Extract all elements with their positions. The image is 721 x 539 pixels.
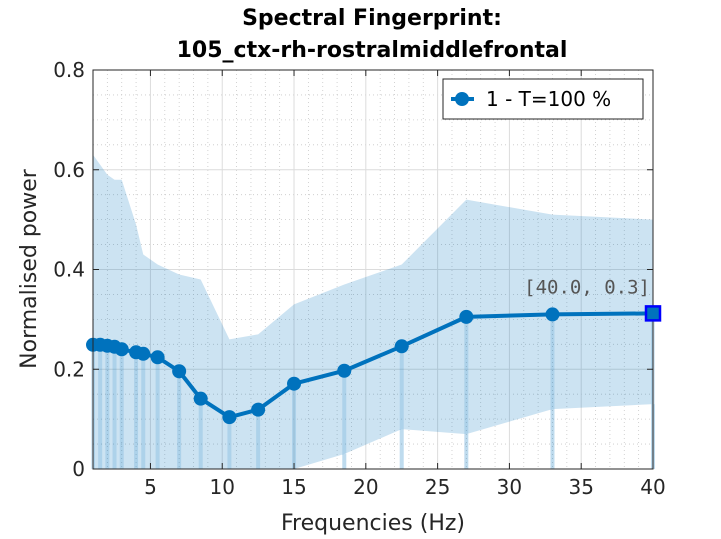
axis-ticks xyxy=(93,69,654,470)
chart-title: Spectral Fingerprint: 105_ctx-rh-rostral… xyxy=(177,6,568,63)
data-point[interactable] xyxy=(222,410,237,425)
data-point[interactable] xyxy=(193,391,208,406)
data-point[interactable] xyxy=(287,376,302,391)
datatip-label: [40.0, 0.3] xyxy=(524,276,650,298)
confidence-band-area xyxy=(93,154,653,469)
data-point[interactable] xyxy=(136,346,151,361)
legend[interactable]: 1 - T=100 % xyxy=(442,78,644,120)
x-tick-label: 15 xyxy=(281,475,306,499)
datatip-marker[interactable] xyxy=(644,305,662,322)
legend-box xyxy=(442,78,644,120)
y-tick-labels: 0 0.2 0.4 0.6 0.8 xyxy=(53,58,85,481)
chart-title-line-1: Spectral Fingerprint: xyxy=(242,6,502,31)
data-point[interactable] xyxy=(337,363,352,378)
data-point[interactable] xyxy=(394,339,409,354)
data-point[interactable] xyxy=(459,309,474,324)
data-point[interactable] xyxy=(172,364,187,379)
y-tick-label: 0 xyxy=(72,457,85,481)
x-tick-label: 30 xyxy=(497,475,522,499)
x-tick-label: 20 xyxy=(353,475,378,499)
x-axis-label: Frequencies (Hz) xyxy=(281,511,465,536)
minor-grid xyxy=(92,70,653,469)
x-tick-labels: 5 10 15 20 25 30 35 40 xyxy=(144,475,666,499)
data-point[interactable] xyxy=(545,307,560,322)
y-tick-label: 0.6 xyxy=(53,158,85,182)
x-tick-label: 25 xyxy=(425,475,450,499)
y-tick-label: 0.2 xyxy=(53,357,85,381)
data-point[interactable] xyxy=(251,402,266,417)
y-axis-label: Normalised power xyxy=(17,168,42,369)
data-point[interactable] xyxy=(114,342,129,357)
datatip[interactable]: [40.0, 0.3] xyxy=(524,276,662,322)
y-tick-label: 0.8 xyxy=(53,58,85,82)
x-tick-label: 5 xyxy=(144,475,157,499)
legend-marker xyxy=(455,92,469,106)
legend-entry-label: 1 - T=100 % xyxy=(486,87,611,111)
chart-title-line-2: 105_ctx-rh-rostralmiddlefrontal xyxy=(177,38,568,63)
x-tick-label: 35 xyxy=(568,475,593,499)
data-point[interactable] xyxy=(150,350,165,365)
x-tick-label: 10 xyxy=(210,475,235,499)
x-tick-label: 40 xyxy=(640,475,665,499)
y-tick-label: 0.4 xyxy=(53,258,85,282)
